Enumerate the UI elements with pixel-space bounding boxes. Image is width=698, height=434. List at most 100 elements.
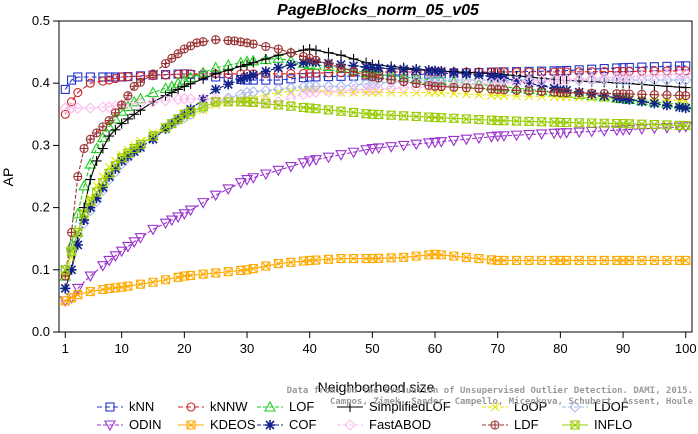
y-axis-title: AP [0, 168, 16, 187]
data-point-fastabod [172, 93, 184, 106]
data-point-kdeos [223, 267, 233, 277]
data-point-ldof [573, 74, 585, 86]
data-point-loop [537, 92, 546, 101]
data-point-inflo [598, 118, 610, 128]
series-line-kdeos [65, 253, 686, 302]
data-point-cof [104, 171, 115, 182]
data-point-cof [129, 146, 140, 157]
legend-label-knnw: kNNW [210, 399, 248, 414]
data-point-fastabod [535, 75, 548, 87]
data-point-inflo [179, 109, 190, 119]
data-point-odin [498, 131, 510, 142]
data-point-odin [560, 128, 573, 139]
data-point-simplifiedlof [179, 81, 190, 92]
data-point-ldf [649, 90, 659, 100]
data-point-kdeos [637, 255, 647, 266]
data-point-knnw [85, 78, 95, 88]
legend-label-inflo: INFLO [594, 417, 632, 432]
data-point-ldof [303, 80, 316, 93]
data-point-cof [473, 70, 484, 81]
data-point-fastabod [197, 92, 209, 105]
data-point-knnw [323, 68, 334, 78]
y-tick-label: 0.3 [32, 137, 50, 152]
data-point-odin [297, 158, 310, 169]
data-point-knnw [298, 68, 308, 78]
data-point-odin [548, 128, 561, 140]
legend-item-loop: LoOP [482, 399, 547, 414]
y-tick-label: 0.4 [32, 75, 50, 90]
legend-marker-cof [265, 420, 275, 430]
legend-label-kdeos: KDEOS [210, 417, 256, 432]
data-point-inflo [348, 107, 359, 117]
data-point-inflo [617, 119, 629, 129]
data-point-cof [285, 60, 296, 71]
data-point-cof [367, 62, 378, 73]
legend-marker-ldf [490, 420, 500, 430]
data-point-ldf [192, 38, 202, 48]
data-point-knnw [98, 76, 108, 86]
x-tick-label: 1 [62, 341, 69, 356]
data-point-inflo [85, 196, 96, 206]
data-point-odin [617, 125, 629, 136]
x-tick-label: 10 [114, 341, 128, 356]
data-point-cof [210, 84, 221, 95]
data-point-cof [72, 239, 83, 250]
data-point-lof [84, 157, 97, 169]
data-point-simplifiedlof [185, 78, 196, 89]
data-point-simplifiedlof [260, 53, 271, 64]
data-point-odin [372, 143, 385, 155]
data-point-odin [84, 271, 97, 283]
data-point-odin [222, 184, 235, 196]
legend-label-fastabod: FastABOD [369, 417, 431, 432]
x-tick-label: 70 [490, 341, 504, 356]
watermark-line-2: Campos, Zimek, Sander, Campello, Micenko… [330, 396, 694, 407]
data-point-odin [234, 178, 247, 189]
data-point-odin [128, 237, 141, 248]
data-point-inflo [116, 153, 128, 163]
data-point-ldf [599, 88, 609, 98]
data-point-simplifiedlof [242, 59, 253, 70]
data-point-inflo [323, 105, 334, 115]
data-point-odin [535, 129, 548, 141]
data-point-simplifiedlof [97, 143, 108, 154]
legend-item-inflo: INFLO [562, 417, 632, 432]
data-point-odin [347, 147, 360, 159]
data-point-ldf [110, 108, 120, 118]
x-tick-label: 60 [428, 341, 442, 356]
data-point-loop [424, 88, 434, 97]
x-axis: 1 10 20 30 40 50 60 70 80 90 100 [62, 332, 697, 356]
data-point-cof [298, 57, 309, 68]
legend-item-odin: ODIN [97, 417, 162, 432]
data-point-ldf [537, 87, 547, 97]
data-point-cof [110, 163, 121, 174]
data-point-odin [96, 261, 109, 272]
data-point-kdeos [461, 252, 471, 262]
data-point-cof [674, 102, 685, 113]
data-point-lof [272, 52, 285, 63]
data-point-kdeos [104, 283, 114, 294]
data-point-cof [436, 66, 447, 77]
series-layer [59, 35, 692, 308]
data-point-kdeos [599, 255, 609, 266]
data-point-inflo [492, 115, 504, 126]
data-point-ldof [260, 84, 272, 97]
x-tick-label: 20 [177, 341, 191, 356]
data-point-kdeos [511, 255, 522, 266]
data-point-odin [71, 283, 84, 295]
data-point-ldf [336, 63, 346, 73]
data-point-odin [385, 142, 398, 153]
data-point-cof [492, 71, 503, 82]
data-point-fastabod [397, 82, 410, 94]
data-point-ldf [349, 66, 359, 76]
watermark-line-1: Data from: On the Evaluation of Unsuperv… [287, 385, 693, 396]
data-point-kdeos [587, 255, 597, 266]
data-point-inflo [91, 187, 102, 197]
data-point-odin [554, 128, 567, 140]
data-point-odin [165, 215, 178, 227]
data-point-inflo [385, 110, 397, 120]
data-point-ldf [179, 44, 189, 54]
data-point-cof [524, 78, 535, 89]
chart-title: PageBlocks_norm_05_v05 [277, 2, 480, 19]
data-point-ldof [648, 74, 661, 86]
